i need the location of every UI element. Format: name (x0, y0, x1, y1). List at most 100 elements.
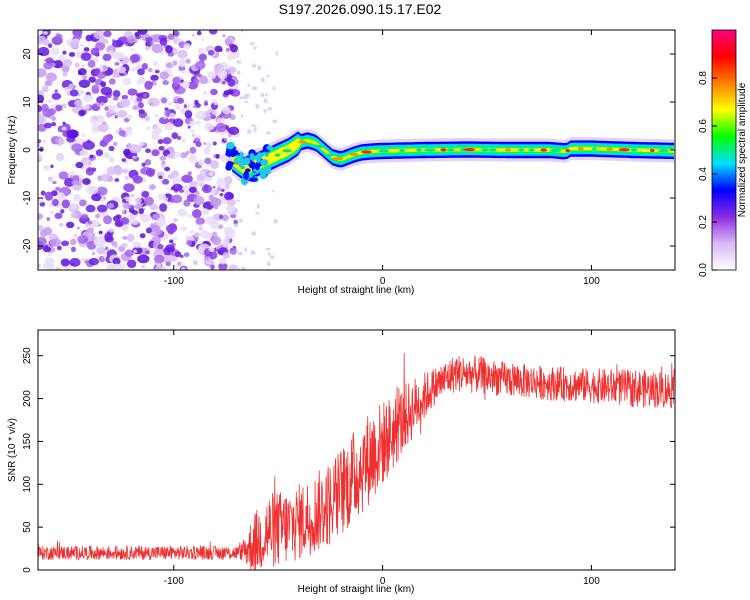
spectrogram-noise-blob (100, 81, 107, 88)
spectrogram-noise-blob (95, 114, 105, 123)
spectrogram-noise-blob (121, 158, 127, 162)
spectrogram-noise-blob (38, 116, 46, 124)
spectrogram-noise-blob (180, 152, 188, 159)
spectrogram-noise-blob (240, 266, 246, 270)
spectrogram-noise-blob (97, 241, 105, 248)
colorbar-label: Normalized spectral amplitude (737, 82, 748, 217)
spectrogram-noise-blob (85, 204, 96, 213)
spectrogram-noise-blob (47, 108, 56, 115)
spectrogram-noise-blob (163, 121, 174, 131)
spectrogram-noise-blob (223, 137, 228, 141)
spectrogram-noise-blob (41, 85, 49, 93)
spectrogram-noise-blob (146, 126, 151, 131)
spectrogram-noise-blob (59, 222, 64, 227)
spectrogram-noise-blob (188, 154, 197, 163)
spectrogram-noise-blob (141, 162, 146, 167)
spectrogram-y-tick-label: -20 (22, 238, 33, 253)
spectrogram-noise-blob (70, 211, 78, 219)
spectrogram-noise-blob (209, 190, 215, 195)
spectrogram-noise-blob (111, 51, 122, 60)
spectrogram-noise-blob (118, 129, 126, 137)
spectrogram-noise-blob (47, 252, 52, 256)
spectrogram-noise-blob (189, 230, 195, 234)
spectrogram-noise-blob (229, 44, 239, 53)
spectrogram-noise-blob (114, 61, 120, 66)
spectrogram-noise-blob (78, 199, 87, 207)
spectrogram-noise-blob (58, 137, 65, 145)
spectrogram-noise-blob (162, 254, 173, 264)
spectrogram-noise-blob (204, 157, 212, 165)
spectrogram-noise-blob (174, 251, 182, 258)
spectrogram-noise-blob (142, 93, 148, 98)
spectrogram-noise-blob (114, 115, 118, 119)
spectrogram-noise-blob (104, 246, 109, 251)
spectrogram-noise-blob (138, 208, 144, 215)
spectrogram-ridge-blob (243, 170, 250, 180)
spectrogram-noise-blob (87, 59, 96, 68)
spectrogram-noise-blob (181, 174, 193, 184)
spectrogram-noise-blob (150, 223, 154, 227)
spectrogram-noise-blob (222, 34, 226, 38)
spectrogram-noise-blob (126, 233, 135, 243)
spectrogram-noise-blob (55, 186, 61, 191)
spectrogram-noise-blob (234, 267, 240, 270)
colorbar-tick-label: 0.0 (698, 263, 709, 277)
spectrogram-noise-blob (145, 36, 153, 43)
spectrogram-noise-blob (225, 188, 230, 192)
spectrogram-noise-blob (112, 215, 121, 222)
spectrogram-noise-blob (225, 204, 235, 213)
spectrogram-noise-blob (152, 213, 160, 220)
spectrogram-noise-blob (163, 115, 167, 120)
spectrogram-noise-blob (132, 155, 137, 160)
spectrogram-noise-blob (212, 99, 217, 103)
spectrogram-noise-blob (61, 199, 71, 209)
spectrogram-noise-blob (215, 122, 227, 133)
spectrogram-noise-blob (191, 33, 195, 37)
snr-y-tick-label: 0 (22, 567, 33, 573)
snr-y-tick-label: 100 (22, 476, 33, 493)
spectrogram-ridge-blob (360, 150, 373, 154)
spectrogram-noise-blob (174, 151, 182, 159)
spectrogram-noise-blob (48, 43, 53, 48)
spectrogram-noise-blob (136, 96, 143, 102)
spectrogram-noise-blob (272, 86, 276, 91)
spectrogram-noise-blob (218, 48, 223, 52)
spectrogram-noise-blob (139, 141, 145, 147)
spectrogram-y-tick-label: 0 (22, 147, 33, 153)
spectrogram-noise-blob (38, 197, 44, 203)
spectrogram-noise-blob (102, 215, 113, 225)
spectrogram-noise-blob (209, 160, 219, 170)
spectrogram-noise-blob (223, 176, 233, 185)
spectrogram-noise-blob (127, 115, 133, 120)
spectrogram-noise-blob (198, 53, 207, 61)
spectrogram-noise-blob (159, 71, 169, 80)
spectrogram-noise-blob (58, 171, 69, 180)
spectrogram-noise-blob (152, 127, 163, 135)
spectrogram-noise-blob (177, 97, 185, 104)
spectrogram-ridge-blob (528, 148, 535, 152)
spectrogram-ridge-blob (242, 157, 251, 166)
spectrogram-noise-blob (88, 76, 96, 83)
spectrogram-noise-blob (69, 257, 81, 267)
spectrogram-noise-blob (104, 106, 109, 112)
spectrogram-noise-blob (69, 40, 80, 49)
spectrogram-noise-blob (74, 62, 80, 68)
spectrogram-ridge-blob (261, 171, 267, 176)
spectrogram-noise-blob (46, 216, 51, 221)
spectrogram-noise-blob (108, 228, 115, 233)
spectrogram-noise-blob (153, 254, 165, 264)
spectrogram-noise-blob (192, 260, 198, 266)
spectrogram-noise-blob (68, 83, 75, 89)
spectrogram-noise-blob (78, 110, 86, 117)
spectrogram-noise-blob (194, 99, 199, 105)
spectrogram-noise-blob (167, 101, 173, 106)
spectrogram-noise-blob (244, 100, 248, 104)
spectrogram-noise-blob (38, 68, 47, 78)
spectrogram-noise-blob (191, 208, 202, 219)
snr-x-tick-label: 0 (380, 576, 386, 587)
spectrogram-noise-blob (116, 66, 127, 74)
spectrogram-noise-blob (269, 255, 275, 259)
spectrogram-noise-blob (149, 184, 156, 190)
spectrogram-noise-blob (43, 164, 50, 171)
spectrogram-noise-blob (112, 96, 119, 101)
